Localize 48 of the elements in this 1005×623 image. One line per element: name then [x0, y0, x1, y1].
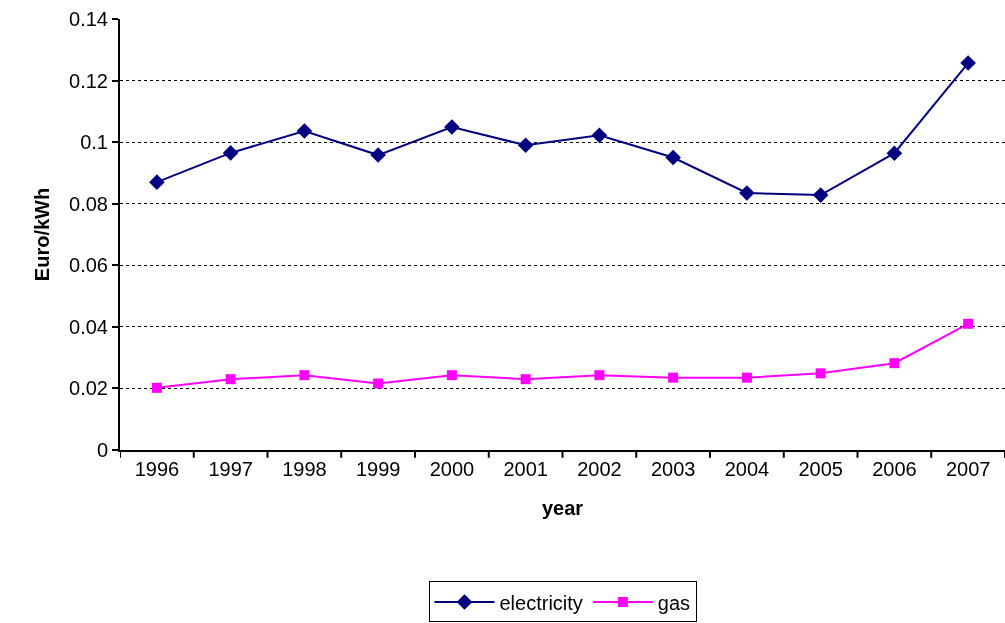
legend-label: electricity [499, 591, 583, 614]
x-tick-label: 2006 [872, 458, 917, 480]
point [446, 370, 457, 381]
y-tick-label: 0.14 [69, 8, 108, 30]
y-axis-title: Euro/kWh [31, 187, 54, 282]
point [594, 370, 605, 381]
point [225, 374, 236, 385]
x-tick-label: 2000 [429, 458, 475, 480]
point [149, 174, 165, 190]
x-tick-label: 2003 [650, 458, 696, 480]
point [741, 372, 752, 383]
x-axis-title: year [541, 497, 584, 519]
point [963, 318, 974, 329]
legend-label: gas [657, 591, 691, 614]
y-tick-label: 0.06 [69, 254, 108, 277]
x-tick-label: 2001 [503, 458, 548, 480]
y-tick-label: 0.12 [69, 69, 108, 92]
y-tick-label: 0 [96, 439, 108, 461]
point [373, 378, 384, 389]
x-tick-label: 1999 [355, 458, 401, 480]
point [815, 368, 826, 379]
point [299, 370, 310, 381]
point [886, 145, 903, 162]
point [222, 145, 239, 161]
point [591, 127, 608, 144]
point [665, 149, 681, 166]
point [812, 187, 829, 203]
x-tick-label: 1996 [134, 458, 180, 480]
x-tick-label: 2002 [577, 458, 622, 480]
y-tick-label: 0.08 [69, 192, 108, 215]
point [960, 55, 976, 71]
x-tick-label: 2007 [945, 458, 991, 480]
point [668, 372, 679, 383]
point [151, 382, 162, 393]
y-tick-label: 0.1 [80, 131, 108, 154]
x-tick-label: 1997 [208, 458, 253, 480]
y-tick-label: 0.02 [69, 377, 108, 400]
y-tick-label: 0.04 [69, 315, 108, 338]
point [739, 185, 755, 201]
point [444, 119, 460, 135]
x-tick-label: 2005 [798, 458, 843, 480]
point [520, 374, 531, 385]
point [517, 137, 534, 154]
x-tick-label: 1998 [282, 458, 327, 480]
x-tick-label: 2004 [724, 458, 770, 480]
point [370, 147, 386, 163]
point [889, 358, 900, 369]
point [296, 123, 313, 139]
